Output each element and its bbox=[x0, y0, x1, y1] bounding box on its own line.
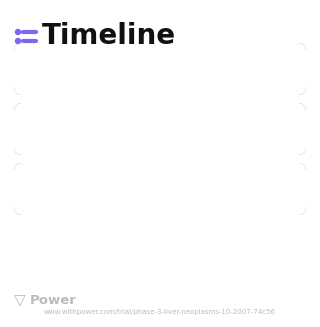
Text: Treatment ~: Treatment ~ bbox=[36, 123, 119, 135]
FancyBboxPatch shape bbox=[14, 163, 306, 215]
Circle shape bbox=[15, 29, 20, 35]
Text: 3 weeks: 3 weeks bbox=[237, 62, 292, 76]
FancyBboxPatch shape bbox=[14, 103, 306, 155]
FancyBboxPatch shape bbox=[14, 163, 306, 215]
FancyBboxPatch shape bbox=[14, 103, 306, 155]
FancyBboxPatch shape bbox=[14, 43, 306, 95]
Text: ▽: ▽ bbox=[14, 294, 26, 308]
Text: 3-6 months: 3-6 months bbox=[216, 182, 292, 196]
Text: Power: Power bbox=[30, 295, 77, 307]
Text: www.withpower.com/trial/phase-3-liver-neoplasms-10-2007-74c56: www.withpower.com/trial/phase-3-liver-ne… bbox=[44, 309, 276, 315]
Text: Varies: Varies bbox=[252, 123, 292, 135]
Text: Timeline: Timeline bbox=[42, 22, 176, 50]
Circle shape bbox=[15, 39, 20, 43]
FancyBboxPatch shape bbox=[14, 43, 306, 95]
Text: Follow ups ~: Follow ups ~ bbox=[36, 182, 121, 196]
Text: Screening ~: Screening ~ bbox=[36, 62, 118, 76]
